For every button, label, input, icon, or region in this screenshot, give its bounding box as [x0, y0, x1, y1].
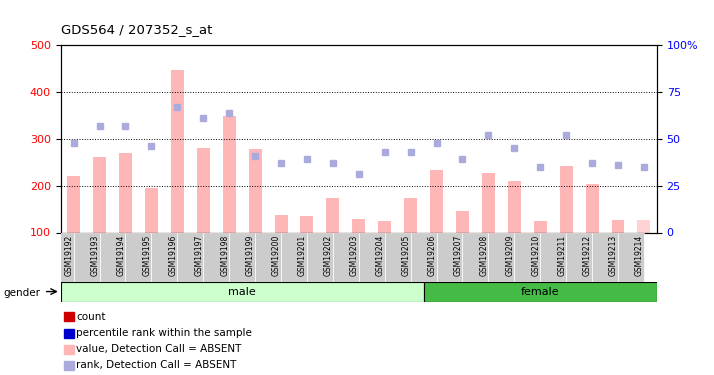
Bar [611, 220, 625, 232]
Text: GSM19211: GSM19211 [557, 235, 566, 276]
Bar [275, 215, 288, 232]
FancyBboxPatch shape [177, 232, 203, 283]
FancyBboxPatch shape [61, 282, 423, 302]
Bar [404, 198, 417, 232]
FancyBboxPatch shape [423, 282, 657, 302]
Bar [430, 170, 443, 232]
Text: GSM19196: GSM19196 [169, 235, 177, 276]
Bar [638, 220, 650, 232]
FancyBboxPatch shape [255, 232, 281, 283]
Text: GSM19193: GSM19193 [91, 235, 99, 276]
Text: GSM19207: GSM19207 [453, 235, 463, 276]
Text: percentile rank within the sample: percentile rank within the sample [76, 328, 252, 338]
Text: GSM19201: GSM19201 [298, 235, 307, 276]
Bar [482, 173, 495, 232]
Text: rank, Detection Call = ABSENT: rank, Detection Call = ABSENT [76, 360, 237, 370]
Text: GSM19206: GSM19206 [428, 235, 436, 276]
FancyBboxPatch shape [436, 232, 463, 283]
Text: GSM19197: GSM19197 [194, 235, 203, 276]
FancyBboxPatch shape [358, 232, 385, 283]
Bar [456, 211, 469, 232]
FancyBboxPatch shape [99, 232, 126, 283]
FancyBboxPatch shape [411, 232, 436, 283]
FancyBboxPatch shape [514, 232, 540, 283]
FancyBboxPatch shape [151, 232, 177, 283]
Text: GSM19195: GSM19195 [142, 235, 151, 276]
Bar [223, 116, 236, 232]
Bar [326, 198, 339, 232]
FancyBboxPatch shape [74, 232, 99, 283]
Text: value, Detection Call = ABSENT: value, Detection Call = ABSENT [76, 344, 242, 354]
Bar [585, 184, 598, 232]
FancyBboxPatch shape [463, 232, 488, 283]
FancyBboxPatch shape [385, 232, 411, 283]
Bar [378, 221, 391, 232]
Text: GSM19208: GSM19208 [479, 235, 488, 276]
Text: gender: gender [4, 288, 41, 298]
Bar [119, 153, 132, 232]
FancyBboxPatch shape [488, 232, 514, 283]
Bar [67, 176, 80, 232]
Text: GSM19194: GSM19194 [116, 235, 126, 276]
Text: GSM19212: GSM19212 [583, 235, 592, 276]
Bar [301, 216, 313, 232]
Text: GSM19202: GSM19202 [324, 235, 333, 276]
Text: GSM19192: GSM19192 [65, 235, 74, 276]
Text: male: male [228, 287, 256, 297]
Text: GSM19214: GSM19214 [635, 235, 644, 276]
Text: GSM19198: GSM19198 [220, 235, 229, 276]
FancyBboxPatch shape [203, 232, 229, 283]
Text: GSM19204: GSM19204 [376, 235, 385, 276]
FancyBboxPatch shape [566, 232, 592, 283]
FancyBboxPatch shape [307, 232, 333, 283]
FancyBboxPatch shape [281, 232, 307, 283]
Text: GDS564 / 207352_s_at: GDS564 / 207352_s_at [61, 22, 212, 36]
Text: GSM19210: GSM19210 [531, 235, 540, 276]
FancyBboxPatch shape [618, 232, 644, 283]
FancyBboxPatch shape [48, 232, 74, 283]
Bar [93, 157, 106, 232]
FancyBboxPatch shape [229, 232, 255, 283]
Text: count: count [76, 312, 106, 322]
FancyBboxPatch shape [540, 232, 566, 283]
Text: GSM19203: GSM19203 [350, 235, 358, 276]
Bar [197, 148, 210, 232]
Bar [145, 188, 158, 232]
Bar [508, 181, 521, 232]
Bar [534, 221, 547, 232]
Text: GSM19200: GSM19200 [272, 235, 281, 276]
Bar [560, 166, 573, 232]
Text: GSM19205: GSM19205 [402, 235, 411, 276]
Text: female: female [521, 287, 560, 297]
Bar [352, 219, 366, 232]
Text: GSM19209: GSM19209 [506, 235, 514, 276]
FancyBboxPatch shape [126, 232, 151, 283]
Text: GSM19199: GSM19199 [246, 235, 255, 276]
FancyBboxPatch shape [592, 232, 618, 283]
Text: GSM19213: GSM19213 [609, 235, 618, 276]
Bar [248, 149, 261, 232]
FancyBboxPatch shape [333, 232, 358, 283]
Bar [171, 70, 183, 232]
